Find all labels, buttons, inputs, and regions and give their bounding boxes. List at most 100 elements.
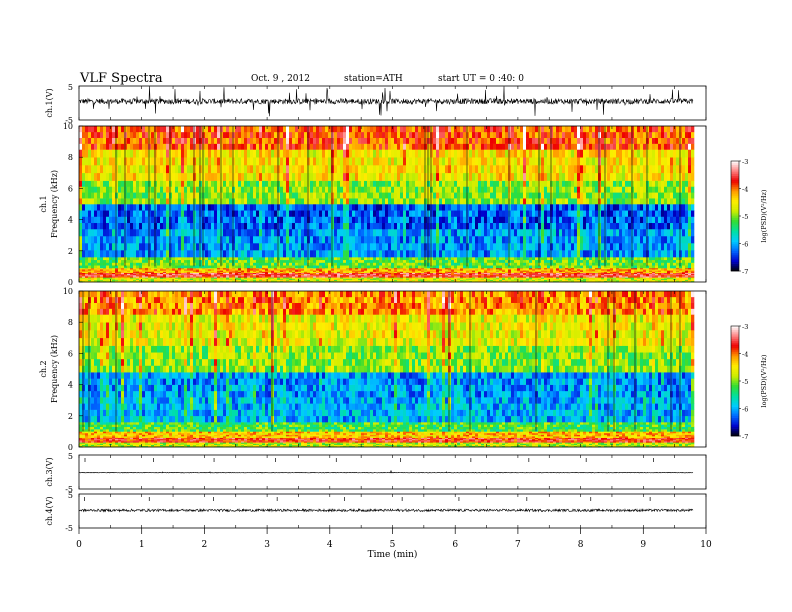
heatmap-cell — [133, 204, 137, 211]
heatmap-cell — [376, 257, 380, 261]
heatmap-cell — [310, 216, 314, 224]
heatmap-cell — [97, 157, 101, 166]
heatmap-cell — [361, 269, 365, 271]
heatmap-cell — [319, 277, 323, 279]
heatmap-cell — [274, 280, 278, 283]
heatmap-cell — [241, 280, 245, 283]
heatmap-cell — [247, 257, 251, 261]
heatmap-cell — [208, 137, 212, 144]
heatmap-cell — [151, 235, 155, 244]
heatmap-cell — [424, 137, 428, 144]
heatmap-cell — [130, 272, 134, 275]
heatmap-cell — [373, 243, 377, 251]
heatmap-cell — [382, 272, 386, 275]
heatmap-cell — [424, 280, 428, 283]
heatmap-cell — [463, 235, 467, 244]
heatmap-cell — [310, 265, 314, 269]
heatmap-cell — [205, 267, 209, 270]
heatmap-cell — [268, 250, 272, 258]
heatmap-cell — [130, 216, 134, 224]
heatmap-cell — [298, 276, 302, 278]
heatmap-cell — [202, 265, 206, 269]
heatmap-cell — [340, 131, 344, 138]
heatmap-cell — [445, 210, 449, 217]
heatmap-cell — [469, 192, 473, 199]
heatmap-cell — [238, 210, 242, 217]
heatmap-cell — [262, 272, 266, 275]
heatmap-cell — [346, 126, 350, 133]
heatmap-cell — [256, 126, 260, 133]
heatmap-cell — [355, 210, 359, 217]
heatmap-cell — [388, 228, 392, 237]
heatmap-cell — [286, 271, 290, 273]
heatmap-cell — [280, 272, 284, 275]
heatmap-cell — [157, 243, 161, 251]
heatmap-cell — [109, 250, 113, 258]
heatmap-cell — [211, 262, 215, 266]
heatmap-cell — [244, 270, 248, 272]
heatmap-cell — [136, 180, 140, 187]
heatmap-cell — [157, 143, 161, 150]
heatmap-cell — [289, 267, 293, 270]
heatmap-cell — [142, 186, 146, 193]
heatmap-cell — [346, 198, 350, 205]
heatmap-cell — [439, 210, 443, 217]
heatmap-cell — [226, 192, 230, 199]
heatmap-cell — [334, 280, 338, 283]
heatmap-cell — [220, 259, 224, 263]
heatmap-cell — [199, 186, 203, 193]
heatmap-cell — [196, 180, 200, 187]
heatmap-cell — [310, 180, 314, 187]
heatmap-cell — [142, 137, 146, 144]
heatmap-cell — [253, 149, 257, 158]
heatmap-cell — [385, 180, 389, 187]
heatmap-cell — [418, 216, 422, 224]
heatmap-cell — [208, 265, 212, 269]
heatmap-cell — [142, 257, 146, 261]
heatmap-cell — [445, 137, 449, 144]
heatmap-cell — [79, 198, 83, 205]
heatmap-cell — [106, 278, 110, 280]
heatmap-cell — [157, 131, 161, 138]
heatmap-cell — [358, 269, 362, 271]
heatmap-cell — [475, 210, 479, 217]
heatmap-cell — [145, 279, 149, 282]
heatmap-cell — [427, 149, 431, 158]
heatmap-cell — [343, 186, 347, 193]
heatmap-cell — [181, 149, 185, 158]
heatmap-cell — [457, 131, 461, 138]
heatmap-cell — [469, 269, 473, 271]
heatmap-cell — [211, 228, 215, 237]
heatmap-cell — [247, 143, 251, 150]
heatmap-cell — [205, 180, 209, 187]
heatmap-cell — [265, 272, 269, 275]
heatmap-cell — [436, 250, 440, 258]
heatmap-cell — [328, 271, 332, 273]
heatmap-cell — [199, 157, 203, 166]
heatmap-cell — [241, 269, 245, 271]
heatmap-cell — [181, 279, 185, 282]
heatmap-cell — [421, 280, 425, 283]
heatmap-cell — [97, 250, 101, 258]
heatmap-cell — [211, 149, 215, 158]
heatmap-cell — [361, 216, 365, 224]
heatmap-cell — [292, 126, 296, 133]
heatmap-cell — [172, 250, 176, 258]
heatmap-cell — [382, 274, 386, 277]
heatmap-cell — [307, 243, 311, 251]
heatmap-cell — [205, 143, 209, 150]
heatmap-cell — [361, 259, 365, 263]
heatmap-cell — [460, 274, 464, 277]
heatmap-cell — [373, 131, 377, 138]
heatmap-cell — [343, 273, 347, 276]
heatmap-cell — [271, 180, 275, 187]
heatmap-cell — [265, 267, 269, 270]
heatmap-cell — [187, 126, 191, 133]
heatmap-cell — [130, 265, 134, 269]
heatmap-cell — [142, 157, 146, 166]
heatmap-cell — [109, 222, 113, 230]
heatmap-cell — [244, 131, 248, 138]
heatmap-cell — [424, 165, 428, 174]
heatmap-cell — [373, 271, 377, 273]
heatmap-cell — [124, 198, 128, 205]
